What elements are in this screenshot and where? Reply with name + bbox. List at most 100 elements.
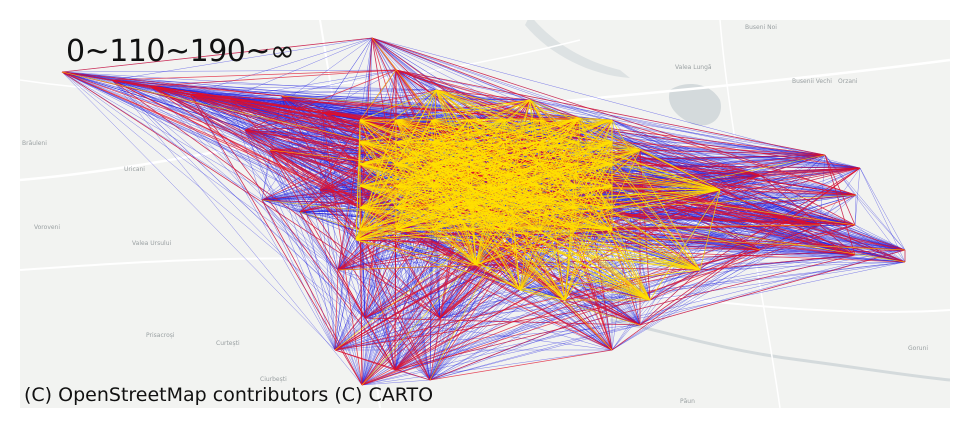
flow-line	[371, 37, 469, 165]
flow-line	[395, 99, 531, 231]
flow-line	[61, 71, 441, 319]
flow-line	[539, 189, 721, 231]
flow-line	[355, 185, 613, 241]
flow-line	[475, 224, 821, 266]
lake-shape	[525, 20, 630, 78]
flow-line	[371, 37, 857, 196]
flow-line	[564, 163, 577, 301]
flow-line	[435, 89, 505, 187]
flow-line	[435, 89, 541, 231]
flow-line	[261, 199, 821, 226]
place-label: Prisacroși	[146, 332, 175, 339]
flow-line	[111, 79, 366, 319]
flow-line	[575, 163, 721, 191]
flow-line	[854, 194, 857, 226]
flow-line	[149, 85, 339, 271]
flow-line	[359, 89, 437, 187]
flow-line	[435, 89, 826, 156]
place-label: Ciurbești	[260, 376, 287, 383]
flow-line	[359, 119, 577, 165]
flow-line	[539, 163, 721, 191]
flow-line	[355, 119, 505, 241]
flow-line	[319, 189, 363, 386]
flow-line	[759, 174, 856, 226]
flow-line	[431, 117, 581, 121]
flow-line	[475, 141, 505, 266]
flow-line	[529, 99, 613, 121]
flow-line	[395, 141, 577, 231]
flow-line	[355, 163, 577, 241]
flow-line	[475, 264, 651, 301]
flow-line	[189, 93, 396, 371]
flow-line	[575, 117, 581, 187]
flow-line	[395, 207, 651, 301]
flow-line	[281, 69, 397, 97]
flow-line	[759, 167, 861, 176]
river-shape	[609, 318, 950, 382]
flow-line	[394, 264, 477, 371]
flow-line	[261, 199, 396, 371]
flow-line	[394, 254, 856, 371]
flow-line	[519, 269, 701, 291]
flow-line	[269, 149, 577, 187]
flow-line	[361, 324, 641, 386]
flow-line	[429, 229, 613, 381]
flow-line	[355, 149, 641, 241]
flow-line	[61, 71, 581, 119]
flow-line	[355, 119, 397, 241]
flow-line	[503, 207, 566, 301]
flow-line	[564, 261, 906, 301]
flow-line	[575, 229, 906, 251]
flow-line	[467, 119, 721, 191]
flow-line	[564, 229, 613, 301]
place-label: Buseni Noi	[745, 24, 777, 31]
flow-line	[395, 163, 505, 209]
flow-line	[575, 149, 641, 187]
flow-line	[395, 163, 433, 231]
flow-line	[299, 211, 477, 266]
flow-line	[429, 349, 613, 381]
flow-line	[229, 37, 373, 99]
flow-line	[579, 117, 761, 176]
flow-line	[111, 79, 441, 319]
flow-line	[261, 199, 651, 301]
flow-line	[579, 117, 861, 169]
flow-line	[467, 119, 856, 256]
flow-line	[859, 167, 906, 251]
flow-line	[244, 95, 283, 131]
flow-line	[575, 119, 701, 271]
flow-line	[61, 71, 613, 351]
map-view[interactable]: Buseni Noi Valea Lungă Busenii Vechi Orz…	[20, 20, 950, 408]
flow-line	[361, 299, 566, 386]
flow-line	[699, 261, 906, 271]
flow-line	[639, 149, 721, 191]
flow-line	[319, 189, 613, 231]
flow-line	[149, 85, 433, 231]
flow-line	[359, 224, 821, 231]
flow-line	[467, 229, 906, 251]
flow-line	[319, 189, 336, 351]
place-label: Busenii Vechi	[792, 78, 832, 85]
place-label: Valea Lungă	[675, 64, 712, 71]
flow-line	[395, 163, 433, 209]
flow-line	[319, 189, 361, 231]
flow-line	[337, 167, 861, 271]
flow-line	[111, 79, 363, 386]
place-label: Curtești	[216, 340, 240, 347]
flow-line	[319, 89, 437, 191]
flow-line	[475, 229, 577, 266]
flow-line	[337, 239, 357, 271]
flow-line	[503, 207, 651, 301]
flow-line	[281, 95, 581, 119]
flow-line	[649, 189, 721, 301]
flow-line	[475, 229, 541, 266]
flow-line	[395, 69, 826, 156]
map-attribution: (C) OpenStreetMap contributors (C) CARTO	[24, 384, 434, 406]
flow-line	[361, 289, 521, 386]
flow-line	[355, 229, 469, 241]
flow-line	[824, 154, 906, 263]
flow-line	[475, 207, 505, 266]
flow-line	[639, 149, 826, 156]
flow-line	[261, 199, 301, 213]
flow-line	[261, 199, 541, 231]
